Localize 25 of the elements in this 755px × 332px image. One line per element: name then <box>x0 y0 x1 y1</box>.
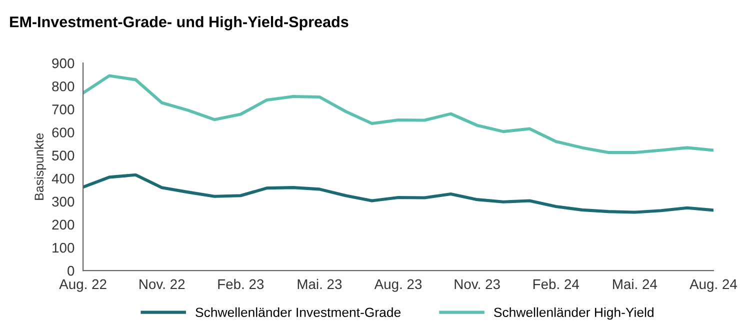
y-tick-label: 700 <box>52 104 74 114</box>
x-tick-label: Mai. 24 <box>613 278 658 290</box>
x-tick-label: Aug. 23 <box>374 279 422 292</box>
x-tick-label: Nov. 23 <box>454 279 500 290</box>
x-tick-label: Aug. 24 <box>690 279 738 292</box>
line-series <box>83 74 714 154</box>
x-tick-label: Nov. 22 <box>140 279 185 290</box>
legend-label: Schwellenländer High-Yield <box>494 307 654 320</box>
y-tick-label: 300 <box>52 196 74 207</box>
y-tick-label: 600 <box>52 128 74 138</box>
y-tick-label: 400 <box>52 174 74 184</box>
x-tick-label: Mai. 23 <box>298 278 342 290</box>
legend-label: Schwellenländer Investment-Grade <box>196 307 401 318</box>
line-series <box>83 173 714 214</box>
x-tick-label: Feb. 23 <box>218 278 264 290</box>
y-tick-label: 100 <box>52 242 74 253</box>
y-tick-label: 500 <box>52 150 74 160</box>
y-axis-title: Basispunkte <box>34 133 46 200</box>
y-tick-label: 800 <box>52 81 74 92</box>
x-tick-label: Feb. 24 <box>533 278 580 290</box>
chart-title: EM-Investment-Grade- und High-Yield-Spreads <box>10 16 348 30</box>
y-tick-label: 200 <box>52 220 74 230</box>
y-tick-label: 900 <box>52 58 74 68</box>
x-tick-label: Aug. 22 <box>59 279 106 292</box>
y-tick-label: 0 <box>68 266 74 276</box>
